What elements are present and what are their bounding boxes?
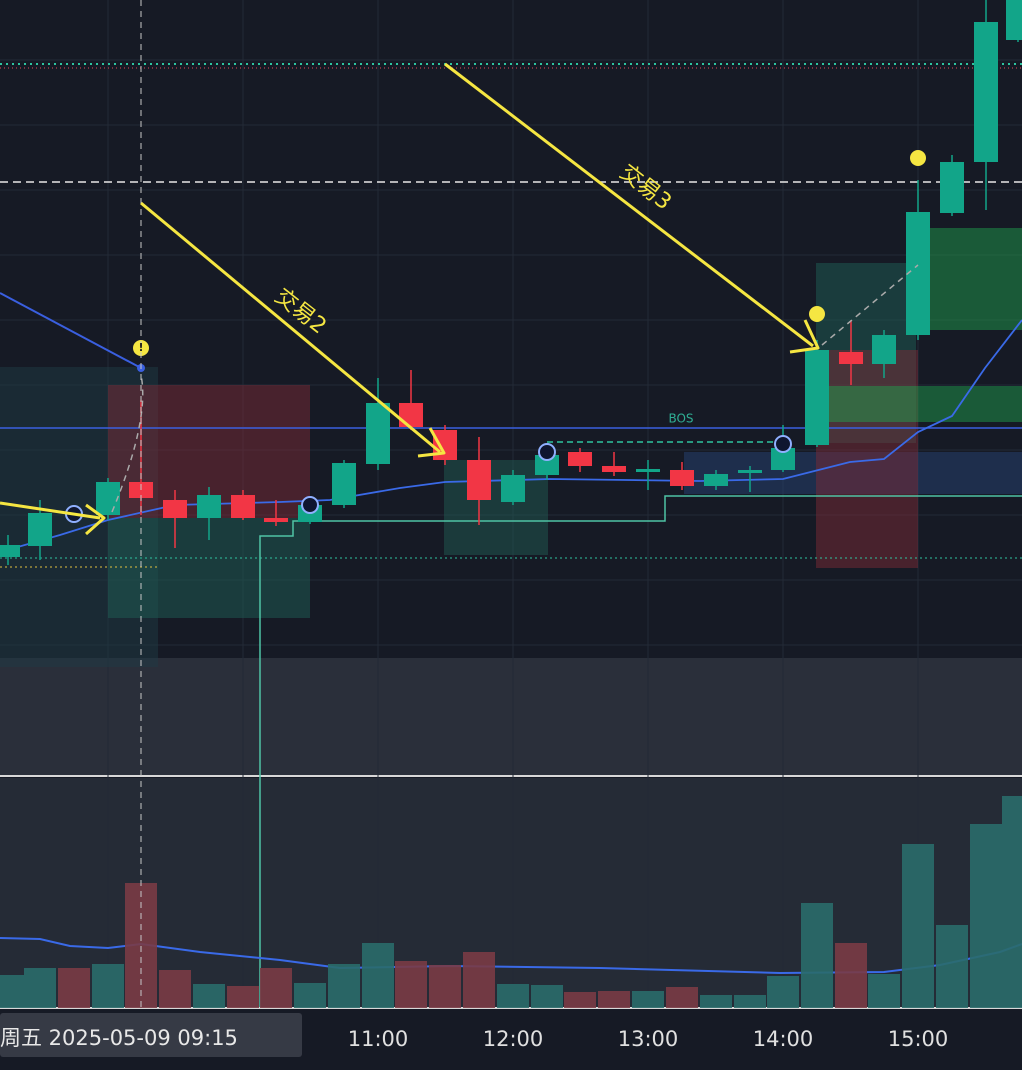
volume-bar [767,976,799,1008]
cursor-label: 周五 2025-05-09 09:15 [0,1026,238,1050]
signal-dot [133,340,149,356]
x-tick-label: 11:00 [348,1027,409,1051]
trade-arrowhead [85,503,106,536]
candle-body [197,495,221,518]
pivot-marker [538,443,556,461]
volume-bar [700,995,732,1008]
volume-bar [868,974,900,1008]
volume-bar [395,961,427,1008]
volume-bar [1002,796,1022,1008]
volume-bar [463,952,495,1008]
zone [816,350,918,568]
volume-bar [564,992,596,1008]
projection [821,264,919,346]
volume-bar [531,985,563,1008]
candle-body [568,452,592,466]
x-tick-label: 12:00 [483,1027,544,1051]
volume-bar [666,987,698,1008]
candle-body [805,350,829,445]
volume-bar [632,991,664,1008]
trade-arrow [444,62,814,348]
zone [816,386,1022,422]
volume-bar [227,986,259,1008]
candle-body [332,463,356,505]
x-tick-label: 14:00 [753,1027,814,1051]
volume-bar [193,984,225,1008]
x-tick-label: 13:00 [618,1027,679,1051]
candle-body [501,475,525,502]
candle-body [28,513,52,546]
candle-body [96,482,120,515]
volume-bar [734,995,766,1008]
volume-bar [497,984,529,1008]
volume-bar [970,824,1002,1008]
candle-body [738,470,762,473]
signal-dot [809,306,825,322]
candle-body [163,500,187,518]
trade-arrowhead [789,319,820,354]
volume-bar [294,983,326,1008]
candle-body [0,545,20,557]
candle-body [704,474,728,486]
volume-bar [902,844,934,1008]
candle-body [1006,0,1022,40]
candle-body [839,352,863,364]
volume-bar [936,925,968,1008]
volume-bar [0,975,24,1008]
volume-bar [260,968,292,1008]
candle-body [670,470,694,486]
candle-body [602,466,626,472]
candle-body [467,460,491,500]
volume-bar [328,964,360,1008]
bos-label: BOS [668,412,693,426]
candle-body [264,518,288,522]
volume-bar [835,943,867,1008]
candle-body [771,448,795,470]
candle-body [535,455,559,475]
signal-dot [910,150,926,166]
stop-line [259,495,1022,1008]
candle-body [872,335,896,364]
volume-bar [362,943,394,1008]
volume-bar [125,883,157,1008]
zone [444,460,548,555]
volume-bar [801,903,833,1008]
moving-average [0,292,142,369]
cursor-label-box [0,1013,302,1057]
trade-arrow [0,501,101,520]
trade-arrow [140,201,441,454]
candle-body [636,469,660,472]
candle-body [399,403,423,427]
signal-marker: ! [138,341,143,354]
candle-body [433,430,457,460]
volume-bar [92,964,124,1008]
x-tick-label: 15:00 [888,1027,949,1051]
moving-average [0,319,1022,553]
layout [0,0,1022,1009]
volume-bar [58,968,90,1008]
volume-bar [598,991,630,1008]
volume-bar [24,968,56,1008]
indicator-panel [0,658,1022,775]
candle-body [906,212,930,335]
pivot-marker [774,435,792,453]
zone [916,228,1022,330]
candle-body [940,162,964,213]
candle-body [366,403,390,464]
candle-body [974,22,998,162]
candle-body [231,495,255,518]
volume-bar [159,970,191,1008]
pivot-marker [301,496,319,514]
trade-arrowhead [417,427,446,458]
volume-bar [429,965,461,1008]
